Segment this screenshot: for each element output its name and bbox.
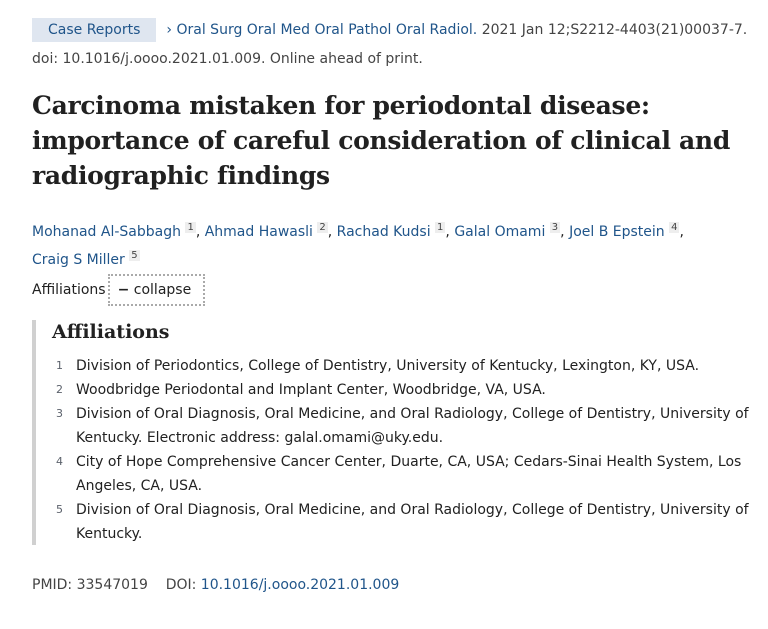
- author-link[interactable]: Mohanad Al-Sabbagh: [32, 224, 181, 240]
- citation-line: Case Reports › Oral Surg Oral Med Oral Pa…: [32, 18, 768, 42]
- chevron-right-icon: ›: [166, 22, 173, 38]
- doi-label: DOI:: [165, 577, 197, 593]
- affiliation-number: 3: [56, 407, 63, 420]
- collapse-button[interactable]: − collapse: [107, 274, 206, 306]
- author-link[interactable]: Rachad Kudsi: [336, 224, 431, 240]
- affiliation-number: 2: [56, 383, 63, 396]
- affiliation-number: 4: [56, 455, 63, 468]
- affiliation-text: City of Hope Comprehensive Cancer Center…: [76, 454, 742, 494]
- citation-doi: doi: 10.1016/j.oooo.2021.01.009. Online …: [32, 51, 423, 67]
- affiliation-text: Division of Oral Diagnosis, Oral Medicin…: [76, 502, 749, 542]
- citation-date: 2021 Jan 12;S2212-4403(21)00037-7.: [481, 22, 748, 38]
- affiliation-ref[interactable]: 1: [435, 222, 446, 233]
- doi-link[interactable]: 10.1016/j.oooo.2021.01.009: [200, 577, 400, 593]
- identifiers: PMID: 33547019 DOI: 10.1016/j.oooo.2021.…: [32, 573, 399, 597]
- publication-type-badge[interactable]: Case Reports: [32, 18, 157, 42]
- affiliation-ref[interactable]: 5: [129, 250, 140, 261]
- affiliation-item: 2 Woodbridge Periodontal and Implant Cent…: [52, 378, 768, 402]
- affiliation-text: Division of Oral Diagnosis, Oral Medicin…: [76, 406, 749, 446]
- author-link[interactable]: Ahmad Hawasli: [204, 224, 313, 240]
- affiliation-text: Woodbridge Periodontal and Implant Cente…: [76, 382, 546, 398]
- affiliations-heading: Affiliations: [52, 321, 170, 343]
- affiliation-ref[interactable]: 2: [317, 222, 328, 233]
- pmid-value: 33547019: [76, 577, 148, 593]
- affiliation-item: 3 Division of Oral Diagnosis, Oral Medici…: [52, 402, 768, 450]
- collapse-label: collapse: [133, 282, 192, 298]
- affiliations-toggle-row: Affiliations − collapse: [32, 274, 206, 306]
- affiliation-number: 1: [56, 359, 63, 372]
- affiliations-label: Affiliations: [32, 282, 106, 298]
- authors-list: Mohanad Al-Sabbagh 1, Ahmad Hawasli 2, R…: [32, 222, 684, 268]
- author-link[interactable]: Craig S Miller: [32, 252, 125, 268]
- affiliation-ref[interactable]: 4: [669, 222, 680, 233]
- affiliation-ref[interactable]: 1: [185, 222, 196, 233]
- affiliations-panel: Affiliations 1 Division of Periodontics, …: [32, 320, 768, 545]
- author-link[interactable]: Joel B Epstein: [569, 224, 665, 240]
- affiliation-item: 5 Division of Oral Diagnosis, Oral Medici…: [52, 498, 768, 546]
- journal-link[interactable]: › Oral Surg Oral Med Oral Pathol Oral Ra…: [166, 22, 477, 38]
- minus-icon: −: [117, 282, 130, 298]
- article-title: Carcinoma mistaken for periodontal disea…: [32, 91, 730, 190]
- affiliation-item: 4 City of Hope Comprehensive Cancer Cente…: [52, 450, 768, 498]
- affiliations-list: 1 Division of Periodontics, College of De…: [52, 354, 768, 546]
- affiliation-item: 1 Division of Periodontics, College of De…: [52, 354, 768, 378]
- affiliation-number: 5: [56, 503, 63, 516]
- affiliation-ref[interactable]: 3: [549, 222, 561, 233]
- affiliation-text: Division of Periodontics, College of Den…: [76, 358, 700, 374]
- journal-name: Oral Surg Oral Med Oral Pathol Oral Radi…: [176, 22, 478, 38]
- pmid-label: PMID:: [32, 577, 73, 593]
- author-link[interactable]: Galal Omami: [454, 224, 546, 240]
